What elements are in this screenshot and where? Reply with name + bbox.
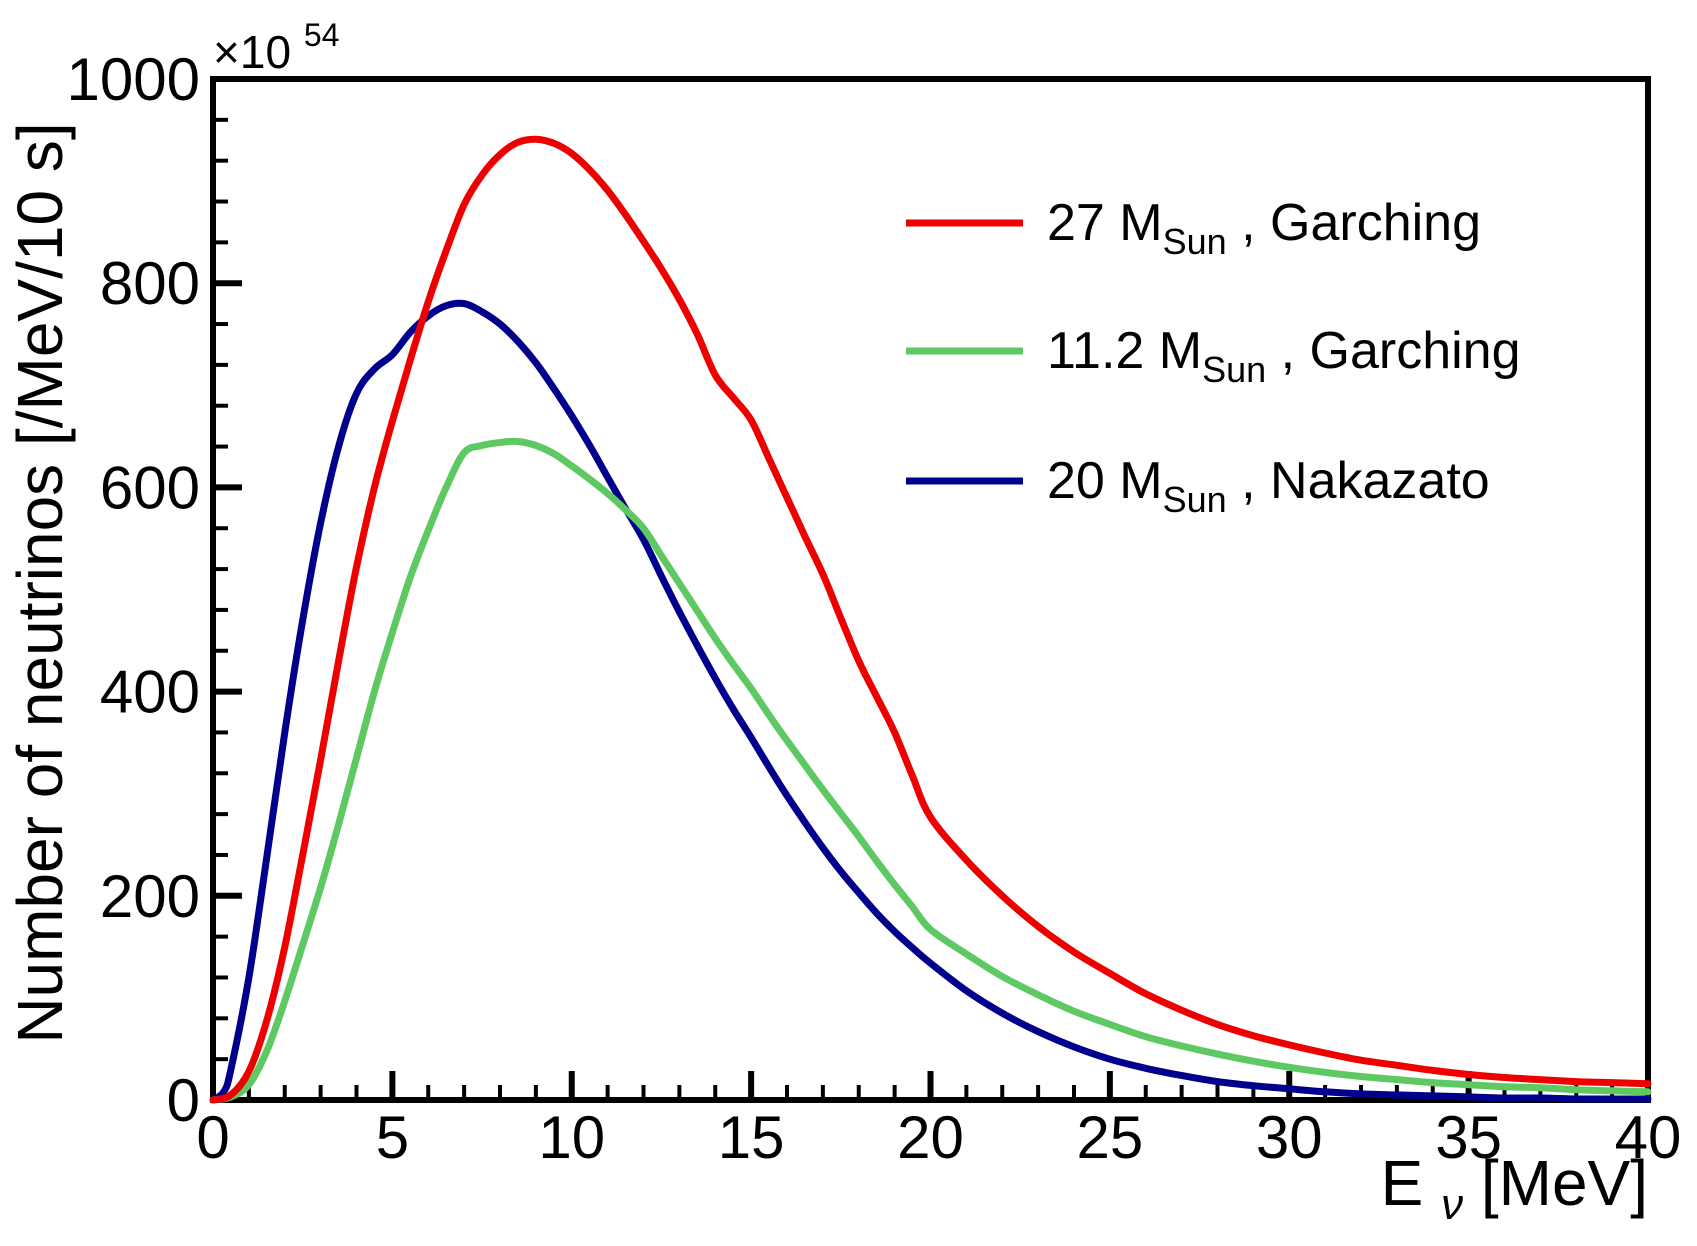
legend-label-27msun-garching: 27 MSun , Garching bbox=[1047, 194, 1481, 262]
legend-subscript: Sun bbox=[1163, 221, 1227, 262]
x-tick-label: 35 bbox=[1435, 1104, 1502, 1171]
legend: 27 MSun , Garching 11.2 MSun , Garching … bbox=[906, 194, 1521, 520]
legend-value: 27 M bbox=[1047, 194, 1163, 252]
data-curves bbox=[209, 135, 1652, 1104]
legend-entry-27msun-garching: 27 MSun , Garching bbox=[906, 194, 1481, 262]
exponent-value: 54 bbox=[304, 17, 340, 53]
y-tick-label: 0 bbox=[167, 1067, 200, 1134]
y-tick-label: 400 bbox=[100, 659, 200, 726]
exponent-prefix: ×10 bbox=[213, 26, 291, 78]
x-axis-title: E ν [MeV] bbox=[1381, 1147, 1648, 1233]
legend-label-11p2msun-garching: 11.2 MSun , Garching bbox=[1047, 322, 1521, 390]
legend-label-20msun-nakazato: 20 MSun , Nakazato bbox=[1047, 452, 1490, 520]
x-tick-label: 20 bbox=[897, 1104, 964, 1171]
y-axis-title: Number of neutrinos [/MeV/10 s] bbox=[4, 122, 76, 1043]
curve-nakazato-20msun bbox=[209, 299, 1652, 1104]
x-title-base: E bbox=[1381, 1147, 1424, 1219]
y-tick-label: 600 bbox=[100, 454, 200, 521]
x-axis-tick-labels: 0 5 10 15 20 25 30 35 40 bbox=[196, 1104, 1681, 1171]
curve-garching-27msun bbox=[209, 135, 1652, 1104]
y-tick-label: 800 bbox=[100, 250, 200, 317]
legend-entry-11p2msun-garching: 11.2 MSun , Garching bbox=[906, 322, 1521, 390]
x-tick-label: 25 bbox=[1077, 1104, 1144, 1171]
legend-subscript: Sun bbox=[1202, 349, 1266, 390]
legend-value: 11.2 M bbox=[1047, 322, 1202, 380]
y-axis-ticks bbox=[213, 76, 242, 1103]
legend-rest: , Garching bbox=[1227, 194, 1481, 252]
legend-rest: , Garching bbox=[1266, 322, 1520, 380]
x-tick-label: 0 bbox=[196, 1104, 229, 1171]
x-title-subscript: ν bbox=[1441, 1180, 1463, 1229]
x-tick-label: 5 bbox=[376, 1104, 409, 1171]
legend-rest: , Nakazato bbox=[1227, 452, 1490, 510]
x-axis-ticks bbox=[210, 1071, 1651, 1100]
legend-value: 20 M bbox=[1047, 452, 1163, 510]
legend-subscript: Sun bbox=[1163, 479, 1227, 520]
x-tick-label: 30 bbox=[1256, 1104, 1323, 1171]
x-tick-label: 15 bbox=[718, 1104, 785, 1171]
y-tick-label: 200 bbox=[100, 863, 200, 930]
y-axis-exponent-note: ×10 54 bbox=[213, 17, 339, 78]
x-tick-label: 40 bbox=[1615, 1104, 1682, 1171]
y-tick-label: 1000 bbox=[67, 46, 200, 113]
y-axis-tick-labels: 0 200 400 600 800 1000 bbox=[67, 46, 200, 1134]
x-title-unit: [MeV] bbox=[1481, 1147, 1648, 1219]
curve-garching-11p2msun bbox=[209, 437, 1652, 1104]
legend-entry-20msun-nakazato: 20 MSun , Nakazato bbox=[906, 452, 1490, 520]
x-tick-label: 10 bbox=[538, 1104, 605, 1171]
